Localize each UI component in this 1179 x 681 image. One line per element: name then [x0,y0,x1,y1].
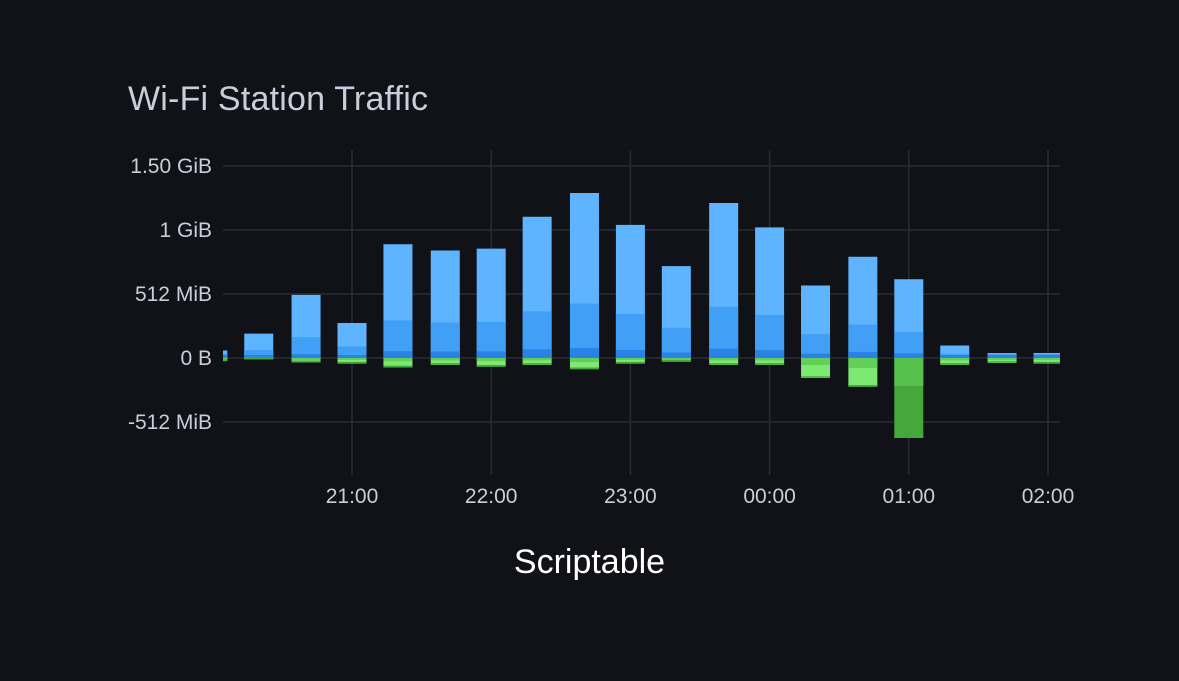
x-axis-ticks: 21:00 22:00 23:00 00:00 01:00 02:00 [326,485,1075,508]
upload-bar-segment [755,358,785,361]
download-bar-segment [337,346,367,358]
upload-bar [476,358,506,367]
upload-bar [337,358,367,364]
download-bar-segment [709,348,739,358]
download-bar-segment [244,349,274,358]
upload-bar [522,358,552,365]
upload-bar [1033,358,1060,364]
x-tick-label: 22:00 [465,485,518,508]
download-bar-segment [848,351,878,358]
download-bar-segment [1033,355,1060,358]
y-tick-label: 1 GiB [159,219,212,242]
upload-bar [569,358,599,370]
upload-bar-segment [894,358,924,386]
download-bar-segment [801,353,831,358]
download-bar-segment [1079,354,1108,358]
upload-bar [940,358,970,365]
upload-bar-segment [615,358,645,360]
upload-bar-segment [291,358,321,360]
upload-bar [1079,358,1108,364]
download-bar-segment [337,355,367,358]
download-bar-segment [661,352,691,358]
y-tick-label: 0 B [180,347,212,370]
upload-bar [383,358,413,368]
upload-bar-segment [709,358,739,361]
y-axis-ticks: 1.50 GiB 1 GiB 512 MiB 0 B -512 MiB [128,155,212,434]
upload-bar-segment [1079,358,1108,360]
x-tick-label: 02:00 [1022,485,1075,508]
panel-title: Wi-Fi Station Traffic [128,80,429,118]
upload-bar [709,358,739,365]
download-bar-segment [244,355,274,358]
upload-bar-segment [430,358,460,361]
download-bar-segment [383,351,413,358]
download-bar-segment [755,350,785,358]
download-bar-segment [430,351,460,358]
upload-bar-segment [940,358,970,361]
upload-bar-segment [661,358,691,360]
download-bar-segment [291,354,321,358]
download-bar [1079,353,1108,358]
upload-bar-segment [848,358,878,369]
x-tick-label: 21:00 [326,485,379,508]
download-bar-segment [569,348,599,358]
x-tick-label: 00:00 [743,485,796,508]
upload-bar-segment [569,358,599,362]
upload-bar [987,358,1017,363]
upload-bar-segment [337,358,367,360]
upload-bar-segment [476,358,506,362]
upload-bar [755,358,785,365]
download-bar-segment [223,355,228,358]
caption: Scriptable [513,543,666,581]
upload-bar-segment [522,358,552,361]
download-bar-segment [894,353,924,358]
upload-bar-segment [383,358,413,362]
x-tick-label: 01:00 [883,485,936,508]
upload-bar-segment [801,358,831,365]
upload-bar-segment [987,358,1017,360]
download-bar-segment [987,355,1017,358]
upload-bar [430,358,460,365]
y-tick-label: -512 MiB [128,411,212,434]
download-bar-segment [522,349,552,358]
upload-bar-segment [1033,358,1060,360]
download-bar-segment [801,334,831,358]
y-tick-label: 512 MiB [135,283,212,306]
download-bar-segment [615,350,645,358]
upload-bar [291,358,321,363]
bars [223,193,1108,438]
download-bar-segment [940,355,970,358]
upload-bar [615,358,645,364]
y-tick-label: 1.50 GiB [130,155,212,178]
x-tick-label: 23:00 [604,485,657,508]
download-bar-segment [476,351,506,358]
download-bar-segment [291,337,321,358]
upload-bar-segment [223,358,228,360]
download-bar-segment [1079,355,1108,358]
